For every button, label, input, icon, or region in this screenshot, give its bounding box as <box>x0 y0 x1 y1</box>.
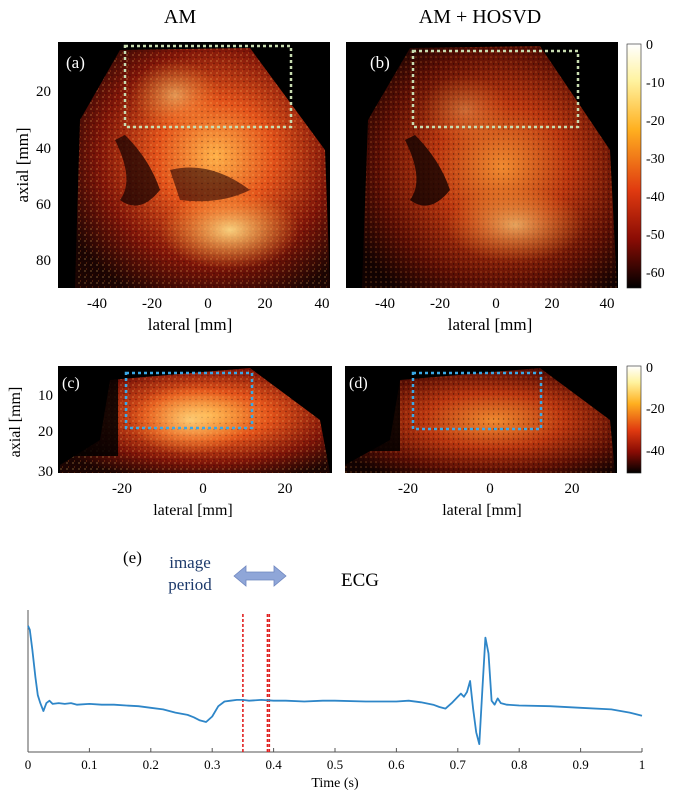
panel-label-b: (b) <box>370 53 390 72</box>
cbar-tick-30: -30 <box>646 152 665 167</box>
ecg-x-tick-label: 0.1 <box>81 757 97 772</box>
ecg-x-tick-label: 0.2 <box>143 757 159 772</box>
panel-label-c: (c) <box>62 375 80 392</box>
image-period-label-2: period <box>168 575 212 594</box>
x-tick-b-4: 20 <box>545 296 560 312</box>
ecg-chart: 0 0.1 0.2 0.3 0.4 0.5 0.6 0.7 0.8 0.9 1 <box>25 610 646 772</box>
ecg-title: ECG <box>341 570 379 591</box>
ecg-series-line <box>27 625 643 745</box>
cbar-mid-tick-20: -20 <box>646 402 665 417</box>
column-title-am: AM <box>164 6 196 28</box>
x-tick-d-3: 20 <box>565 481 580 497</box>
cbar-mid-tick-40: -40 <box>646 444 665 459</box>
column-title-am-hosvd: AM + HOSVD <box>419 6 541 28</box>
roi-box-d <box>411 371 543 431</box>
roi-box-c <box>124 371 254 430</box>
x-tick-c-1: -20 <box>112 481 132 497</box>
axis-label-axial-mid: axial [mm] <box>7 387 24 458</box>
image-period-arrow <box>233 565 287 587</box>
axis-label-lateral-d: lateral [mm] <box>442 502 522 519</box>
ecg-x-tick-label: 0.6 <box>388 757 405 772</box>
ecg-x-tick-label: 0.7 <box>450 757 467 772</box>
y-tick-80: 80 <box>36 253 51 269</box>
panel-a: (a) <box>58 42 330 288</box>
mid-y-tick-20: 20 <box>38 424 53 440</box>
panel-d: (d) <box>345 366 617 473</box>
axis-label-lateral-a: lateral [mm] <box>148 315 233 334</box>
axis-label-lateral-c: lateral [mm] <box>153 502 233 519</box>
y-tick-40: 40 <box>36 141 51 157</box>
cbar-mid-tick-0: 0 <box>646 361 653 376</box>
panel-label-e: (e) <box>123 548 142 567</box>
x-tick-d-2: 0 <box>486 481 494 497</box>
roi-box-a <box>123 44 293 129</box>
y-tick-60: 60 <box>36 197 51 213</box>
x-tick-a-2: -20 <box>142 296 162 312</box>
ecg-x-tick-label: 0.3 <box>204 757 220 772</box>
image-period-label-1: image <box>169 553 211 572</box>
x-tick-b-5: 40 <box>600 296 615 312</box>
panel-label-a: (a) <box>66 53 85 72</box>
cbar-tick-50: -50 <box>646 228 665 243</box>
roi-box-b <box>411 49 580 129</box>
panel-c: (c) <box>58 366 332 473</box>
ecg-x-tick-label: 0.8 <box>511 757 527 772</box>
ecg-x-tick-label: 0.4 <box>265 757 282 772</box>
colorbar-top: 0 -10 -20 -30 -40 -50 -60 <box>626 38 665 289</box>
ecg-xlabel: Time (s) <box>311 776 359 791</box>
panel-b: (b) <box>346 42 618 288</box>
x-tick-c-3: 20 <box>278 481 293 497</box>
ecg-x-tick-label: 0.9 <box>572 757 588 772</box>
ecg-x-tick-label: 0 <box>25 757 32 772</box>
x-tick-b-1: -40 <box>375 296 395 312</box>
ecg-x-tick-label: 0.5 <box>327 757 343 772</box>
x-tick-a-4: 20 <box>258 296 273 312</box>
cbar-tick-0: 0 <box>646 38 653 53</box>
cbar-tick-20: -20 <box>646 114 665 129</box>
y-tick-20: 20 <box>36 84 51 100</box>
x-tick-a-3: 0 <box>204 296 212 312</box>
cbar-tick-60: -60 <box>646 266 665 281</box>
x-tick-a-1: -40 <box>87 296 107 312</box>
axis-label-axial-top: axial [mm] <box>13 127 32 202</box>
cbar-tick-10: -10 <box>646 76 665 91</box>
x-tick-c-2: 0 <box>199 481 207 497</box>
panel-label-d: (d) <box>349 375 368 392</box>
axis-label-lateral-b: lateral [mm] <box>448 315 533 334</box>
x-tick-a-5: 40 <box>315 296 330 312</box>
x-tick-b-2: -20 <box>430 296 450 312</box>
mid-y-tick-10: 10 <box>38 388 53 404</box>
colorbar-mid: 0 -20 -40 <box>626 361 665 474</box>
x-tick-b-3: 0 <box>492 296 500 312</box>
mid-y-tick-30: 30 <box>38 464 53 480</box>
ecg-x-tick-label: 1 <box>639 757 646 772</box>
x-tick-d-1: -20 <box>398 481 418 497</box>
cbar-tick-40: -40 <box>646 190 665 205</box>
